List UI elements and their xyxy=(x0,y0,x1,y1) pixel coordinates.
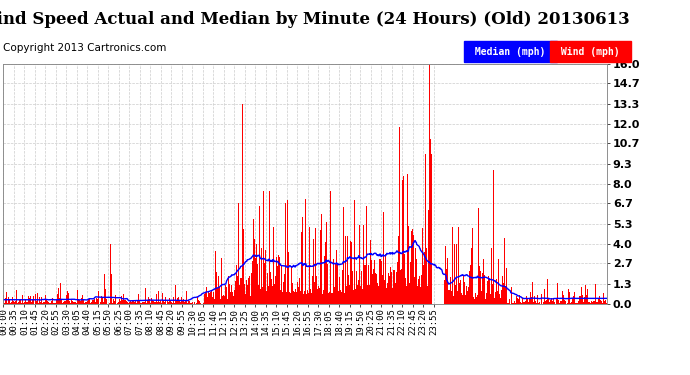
Text: Wind (mph): Wind (mph) xyxy=(555,47,626,57)
Text: Wind Speed Actual and Median by Minute (24 Hours) (Old) 20130613: Wind Speed Actual and Median by Minute (… xyxy=(0,11,629,28)
Text: Median (mph): Median (mph) xyxy=(469,47,551,57)
Text: Copyright 2013 Cartronics.com: Copyright 2013 Cartronics.com xyxy=(3,43,167,53)
